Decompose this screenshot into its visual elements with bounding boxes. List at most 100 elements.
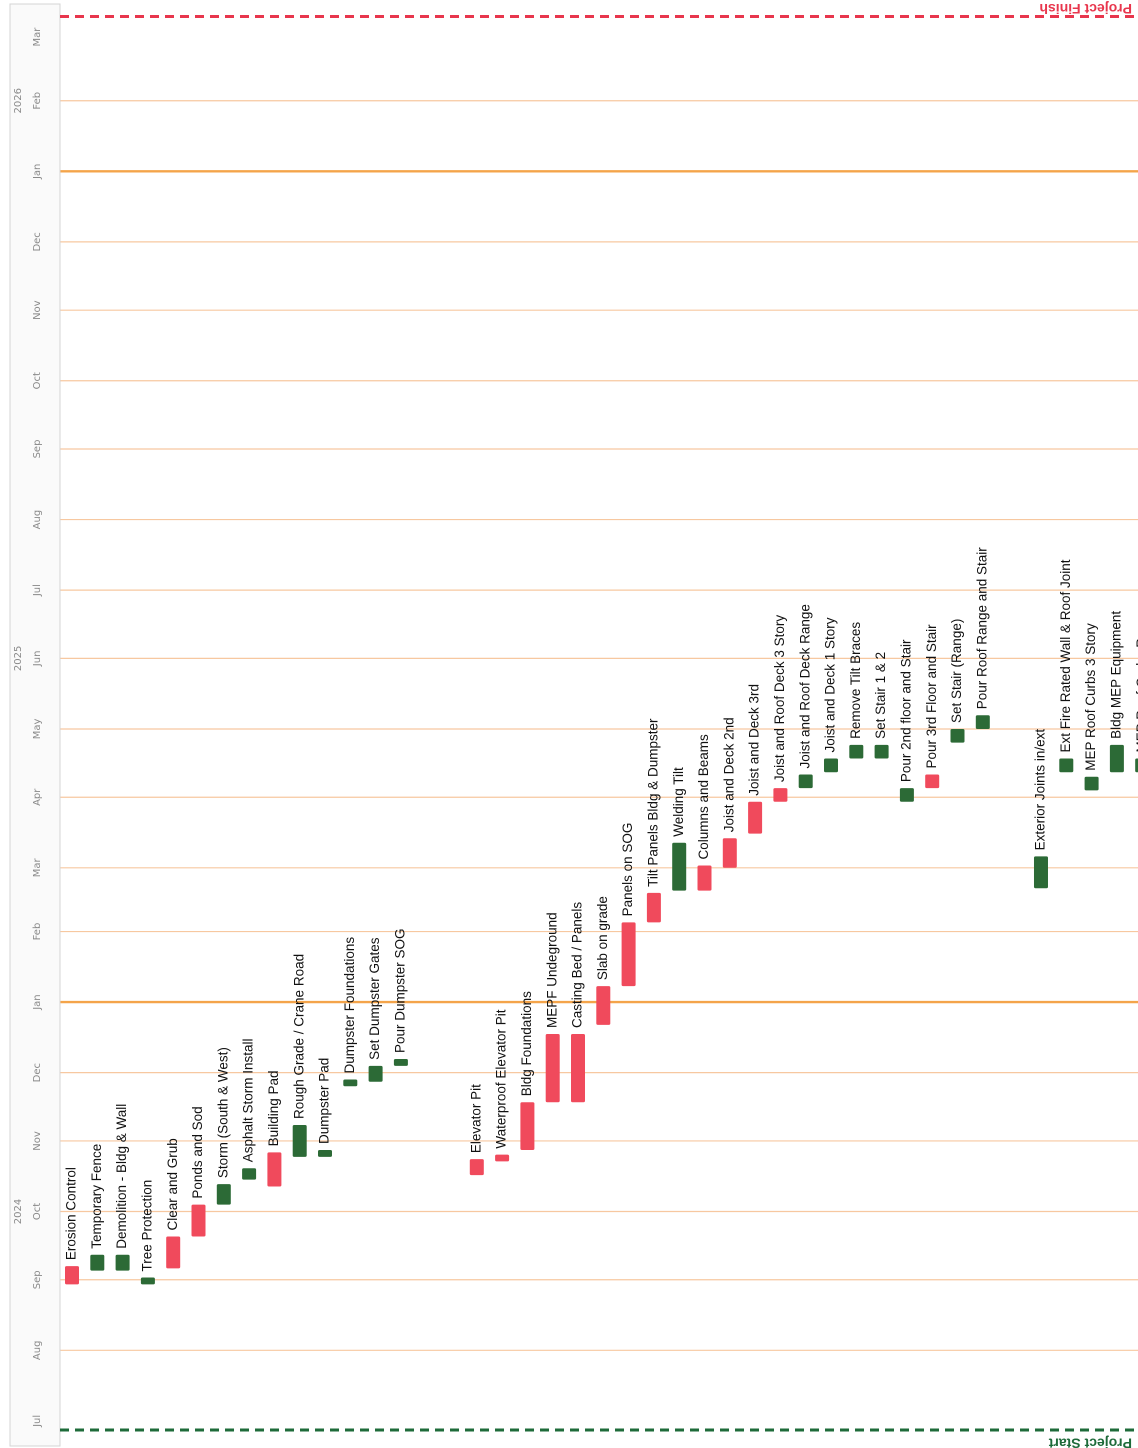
task-bar — [975, 715, 990, 729]
month-tick-label: May — [32, 719, 43, 740]
task-bar — [697, 865, 712, 891]
task-label: Welding Tilt — [671, 767, 686, 837]
task-bar — [925, 774, 940, 789]
task-bar — [318, 1150, 332, 1157]
markers-layer: Project Start Project Finish — [60, 1, 1138, 1448]
task-bar — [849, 744, 864, 759]
task-bar — [646, 892, 661, 923]
month-tick-label: Feb — [32, 923, 43, 941]
task-label: Clear and Grub — [165, 1138, 180, 1230]
task-label: Elevator Pit — [468, 1084, 483, 1153]
task-bar — [469, 1159, 484, 1176]
task-label: Columns and Beams — [696, 734, 711, 860]
year-tick-label: 2026 — [13, 88, 24, 113]
task-bar — [824, 758, 838, 773]
year-tick-label: 2025 — [13, 646, 24, 671]
year-tick-label: 2024 — [13, 1199, 24, 1224]
task-label: Dumpster Foundations — [342, 937, 357, 1074]
task-label: Panels on SOG — [620, 823, 635, 917]
task-bar — [773, 788, 788, 802]
task-bar — [899, 788, 914, 802]
task-bar — [722, 838, 737, 868]
month-tick-label: Jul — [32, 584, 43, 597]
task-bar — [65, 1266, 79, 1285]
task-bar — [1109, 744, 1124, 773]
tasks-layer: Erosion Control Temporary Fence Demolition… — [64, 547, 1138, 1285]
task-bar — [621, 922, 636, 987]
task-label: Bldg MEP Equipment — [1108, 611, 1123, 739]
task-label: Temporary Fence — [89, 1144, 104, 1249]
task-bar — [115, 1254, 130, 1271]
task-bar — [596, 986, 611, 1025]
task-label: Joist and Deck 2nd — [721, 717, 736, 832]
month-tick-label: Mar — [32, 857, 43, 877]
task-label: Set Stair (Range) — [949, 619, 964, 723]
task-bar — [1033, 856, 1048, 889]
task-bar — [1059, 758, 1074, 773]
month-tick-label: Jan — [32, 164, 43, 180]
task-label: Bldg Foundations — [519, 991, 534, 1096]
month-tick-label: Jun — [32, 651, 43, 668]
month-tick-label: Jul — [32, 1415, 43, 1428]
task-label: Pour 3rd Floor and Stair — [924, 624, 939, 769]
task-bar — [874, 744, 889, 759]
task-bar — [267, 1152, 282, 1187]
month-tick-label: Aug — [32, 1341, 43, 1361]
task-label: Pour Dumpster SOG — [392, 928, 407, 1053]
task-label: MEP Roof Curbs 3 Story — [1083, 623, 1098, 771]
task-bar — [90, 1254, 105, 1271]
month-tick-label: Sep — [32, 1270, 43, 1289]
project-start-label: Project Start — [1048, 1435, 1132, 1448]
task-bar — [393, 1058, 408, 1066]
task-label: Joist and Roof Deck Range — [797, 604, 812, 768]
task-bar — [672, 842, 687, 891]
task-label: Dumpster Pad — [317, 1058, 332, 1144]
task-bar — [292, 1125, 307, 1157]
task-label: Ponds and Sod — [190, 1106, 205, 1198]
task-label: MEP Roof Curbs Range — [1134, 608, 1138, 753]
task-label: Set Dumpster Gates — [367, 937, 382, 1060]
month-tick-label: Apr — [32, 788, 43, 806]
task-label: Slab on grade — [595, 896, 610, 980]
task-bar — [495, 1154, 510, 1162]
task-bar — [368, 1065, 383, 1082]
month-tick-label: Oct — [32, 372, 43, 389]
task-bar — [798, 774, 813, 789]
month-tick-label: Dec — [32, 1063, 43, 1082]
time-axis: Jul Aug Sep Oct Nov Dec Jan Feb Mar Apr May Jun Jul A… — [9, 3, 61, 1447]
task-label: Casting Bed / Panels — [570, 902, 585, 1028]
task-label: Joist and Deck 1 Story — [823, 617, 838, 752]
task-bar — [1084, 776, 1099, 791]
month-tick-label: Jan — [32, 994, 43, 1010]
task-bar — [545, 1033, 560, 1103]
task-bar — [166, 1236, 181, 1269]
task-label: Remove Tilt Braces — [848, 622, 863, 739]
month-tick-label: Aug — [32, 510, 43, 530]
task-label: Pour Roof Range and Stair — [974, 547, 989, 710]
task-bar — [191, 1204, 206, 1237]
task-label: Demolition - Bldg & Wall — [114, 1104, 129, 1249]
month-tick-label: Nov — [32, 1131, 43, 1151]
task-label: Joist and Deck 3rd — [747, 684, 762, 796]
month-tick-label: Dec — [32, 232, 43, 251]
task-label: Ext Fire Rated Wall & Roof Joint — [1058, 559, 1073, 752]
task-label: Waterproof Elevator Pit — [494, 1009, 509, 1148]
task-label: Rough Grade / Crane Road — [291, 954, 306, 1119]
month-tick-label: Feb — [32, 92, 43, 110]
task-bar — [1135, 758, 1138, 773]
month-tick-label: Sep — [32, 440, 43, 459]
task-bar — [216, 1184, 231, 1205]
task-label: Pour 2nd floor and Stair — [898, 639, 913, 782]
task-label: Erosion Control — [64, 1167, 79, 1260]
task-label: Asphalt Storm Install — [241, 1038, 256, 1162]
task-label: MEPF Undeground — [544, 912, 559, 1028]
project-finish-label: Project Finish — [1039, 1, 1132, 17]
axis-band — [9, 3, 61, 1447]
task-bar — [571, 1033, 585, 1103]
task-label: Building Pad — [266, 1071, 281, 1147]
month-tick-label: Nov — [32, 300, 43, 320]
task-label: Tilt Panels Bldg & Dumpster — [645, 718, 660, 887]
task-label: Set Stair 1 & 2 — [873, 652, 888, 739]
month-tick-label: Mar — [32, 27, 43, 47]
